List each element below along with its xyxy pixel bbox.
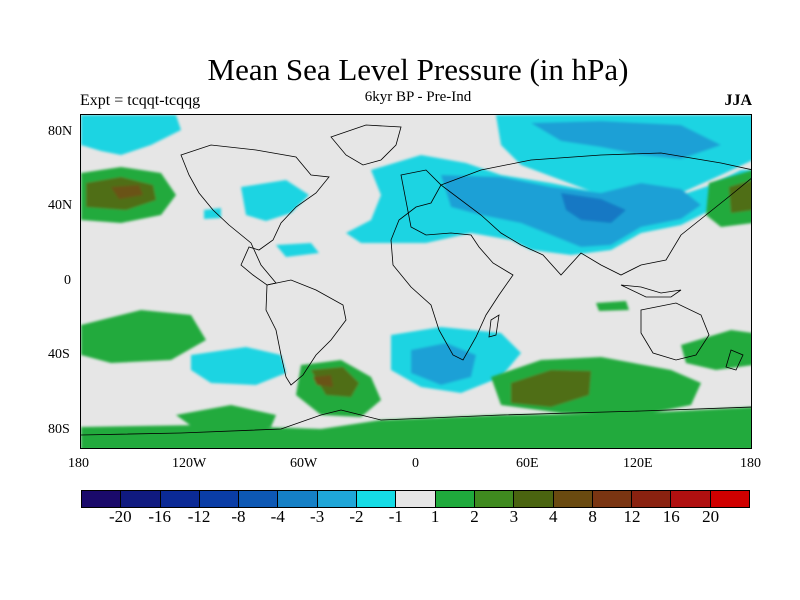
lon-label-120e: 120E	[623, 456, 653, 471]
colorbar-label: 12	[623, 507, 641, 526]
north-pacific-brown	[111, 185, 143, 199]
colorbar	[81, 490, 750, 508]
siberia-deep-blue	[561, 193, 626, 223]
lon-label-180e: 180	[740, 456, 761, 471]
colorbar-cell	[357, 491, 397, 507]
lon-label-60w: 60W	[290, 456, 318, 471]
map-subtitle: 6kyr BP - Pre-Ind	[364, 89, 472, 105]
lon-label-120w: 120W	[172, 456, 207, 471]
colorbar-label: 16	[662, 507, 680, 526]
coastlines	[81, 124, 751, 436]
colorbar-label: -16	[148, 507, 172, 526]
arctic-blue	[531, 121, 721, 159]
colorbar-label: -4	[270, 507, 285, 526]
colorbar-cell	[710, 491, 750, 507]
colorbar-label: -8	[231, 507, 246, 526]
colorbar-label: -12	[187, 507, 211, 526]
negative-anomaly-regions	[81, 115, 751, 393]
drake-green	[176, 405, 276, 433]
colorbar-cell	[632, 491, 672, 507]
indian-ocean-blue	[411, 343, 476, 385]
indian-ocean-green	[596, 301, 629, 311]
pacific-south-cyan	[191, 347, 286, 385]
colorbar-label: -2	[349, 507, 364, 526]
coast-north-america	[180, 144, 330, 286]
season-label: JJA	[724, 92, 752, 109]
colorbar-cell	[121, 491, 161, 507]
colorbar-label: 8	[588, 507, 597, 526]
coast-antarctica	[81, 406, 751, 436]
colorbar-cell	[317, 491, 358, 507]
colorbar-label: 2	[470, 507, 479, 526]
map-frame	[80, 114, 752, 449]
lon-label-60e: 60E	[516, 456, 539, 471]
coast-madagascar	[488, 314, 500, 338]
north-america-cyan	[241, 180, 309, 221]
colorbar-label: 1	[430, 507, 440, 526]
anomaly-map	[81, 115, 751, 448]
antarctic-coast-green	[81, 407, 751, 448]
lat-label-80n: 80N	[48, 124, 73, 139]
colorbar-label: -1	[388, 507, 403, 526]
southeast-pacific-green	[81, 310, 206, 363]
colorbar-label: -20	[109, 507, 132, 526]
colorbar-cell	[160, 491, 200, 507]
coast-europe-africa	[390, 169, 514, 361]
arctic-canada-cyan	[276, 243, 319, 257]
colorbar-cell	[396, 491, 436, 507]
south-atlantic-brown	[313, 375, 333, 387]
southern-indian-olive	[511, 370, 591, 407]
lat-label-40n: 40N	[48, 198, 73, 213]
coast-australia	[640, 302, 710, 361]
coast-south-america	[265, 279, 347, 386]
map-title: Mean Sea Level Pressure (in hPa)	[207, 52, 629, 87]
lat-label-80s: 80S	[48, 422, 70, 437]
colorbar-cell	[82, 491, 122, 507]
colorbar-label: -3	[310, 507, 325, 526]
gulf-cyan	[204, 208, 221, 219]
arctic-pacific-cyan	[81, 115, 181, 155]
lat-label-40s: 40S	[48, 347, 70, 362]
lon-label-180w: 180	[68, 456, 89, 471]
colorbar-cell	[474, 491, 515, 507]
lat-label-0: 0	[64, 273, 71, 288]
coast-greenland	[330, 124, 402, 166]
colorbar-cell	[671, 491, 711, 507]
northwest-pacific-olive	[729, 180, 751, 213]
colorbar-label: 3	[509, 507, 519, 526]
colorbar-cell	[553, 491, 593, 507]
coast-new-zealand	[725, 349, 744, 371]
australia-south-green	[681, 330, 751, 370]
positive-anomaly-regions	[81, 167, 751, 448]
colorbar-cell	[278, 491, 318, 507]
colorbar-cell	[514, 491, 554, 507]
colorbar-cell	[199, 491, 240, 507]
south-atlantic-olive	[311, 367, 359, 397]
coast-asia	[440, 152, 751, 276]
experiment-label: Expt = tcqqt-tcqqg	[80, 92, 201, 109]
lon-label-0: 0	[412, 456, 419, 471]
colorbar-cell	[435, 491, 475, 507]
colorbar-label: 20	[702, 507, 720, 526]
coast-indonesia	[620, 284, 682, 298]
colorbar-cell	[239, 491, 279, 507]
colorbar-cell	[592, 491, 633, 507]
colorbar-label: 4	[548, 507, 558, 526]
